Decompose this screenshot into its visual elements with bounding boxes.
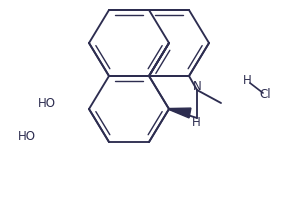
- Text: Cl: Cl: [259, 88, 271, 100]
- Text: HO: HO: [38, 96, 56, 110]
- Text: HO: HO: [18, 130, 36, 143]
- Text: H: H: [242, 73, 251, 87]
- Text: N: N: [193, 80, 201, 92]
- Text: H: H: [192, 115, 201, 128]
- Polygon shape: [169, 108, 191, 118]
